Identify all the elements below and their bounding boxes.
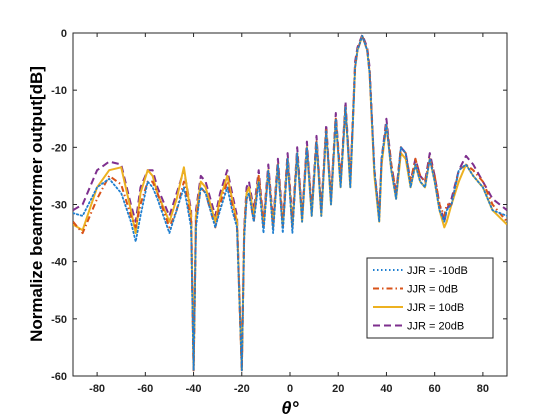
y-tick-label: -40	[51, 257, 67, 269]
x-tick-label: -40	[186, 383, 202, 395]
y-tick-label: -60	[51, 371, 67, 383]
ticks: -80 -60 -40 -20 0 20 40 60 80 0 -10 -20 -30 -40 -50 -60	[51, 28, 507, 395]
x-tick-label: 40	[380, 383, 392, 395]
series-line-2	[73, 34, 507, 372]
x-tick-label: -20	[234, 383, 250, 395]
y-tick-label: -50	[51, 314, 67, 326]
y-axis-label: Normalize beamformer output[dB]	[27, 66, 46, 342]
y-tick-label: -10	[51, 85, 67, 97]
x-tick-label: 60	[429, 383, 441, 395]
x-tick-label: -60	[137, 383, 153, 395]
legend-label: JJR = 20dB	[407, 321, 464, 333]
legend-label: JJR = 0dB	[407, 284, 458, 296]
series-group	[73, 33, 507, 372]
legend: JJR = -10dB JJR = 0dB JJR = 10dB JJR = 20dB	[366, 257, 494, 339]
series-line-1	[73, 35, 507, 372]
x-tick-label: 20	[332, 383, 344, 395]
legend-label: JJR = 10dB	[407, 302, 464, 314]
x-axis-label: θ°	[281, 398, 299, 418]
x-tick-label: 80	[477, 383, 489, 395]
y-tick-label: -20	[51, 142, 67, 154]
x-tick-label: 0	[287, 383, 293, 395]
legend-label: JJR = -10dB	[407, 265, 468, 277]
y-tick-label: 0	[61, 28, 67, 40]
y-tick-label: -30	[51, 200, 67, 212]
x-tick-label: -80	[89, 383, 105, 395]
